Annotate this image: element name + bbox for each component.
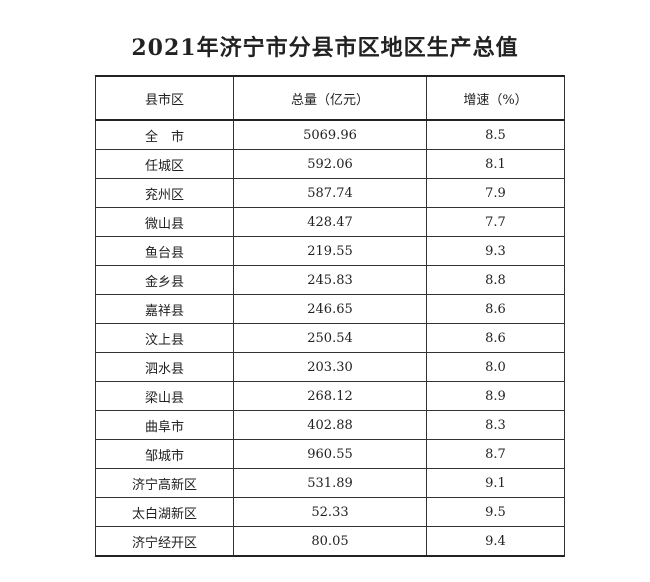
table-cell: 泗水县	[95, 352, 234, 382]
table-cell: 济宁经开区	[95, 526, 234, 557]
table-header: 县市区 总量（亿元） 增速（%）	[95, 75, 565, 121]
table-body: 全 市 5069.96 8.5 任城区 592.06 8.1 兖州区 587.74 7.9 微山县…	[95, 119, 565, 557]
table-cell: 402.88	[233, 410, 427, 440]
table-cell: 268.12	[233, 381, 427, 411]
table-cell: 8.7	[426, 439, 565, 469]
table-cell: 428.47	[233, 207, 427, 237]
table-cell: 9.1	[426, 468, 565, 498]
table-row: 嘉祥县 246.65 8.6	[95, 294, 565, 324]
table-cell: 汶上县	[95, 323, 234, 353]
table-cell: 9.4	[426, 526, 565, 557]
table-cell: 246.65	[233, 294, 427, 324]
table-cell: 9.3	[426, 236, 565, 266]
table-cell: 80.05	[233, 526, 427, 557]
table-cell: 梁山县	[95, 381, 234, 411]
table-row: 任城区 592.06 8.1	[95, 149, 565, 179]
table-cell: 嘉祥县	[95, 294, 234, 324]
table-cell: 592.06	[233, 149, 427, 179]
table-cell: 鱼台县	[95, 236, 234, 266]
table-row: 梁山县 268.12 8.9	[95, 381, 565, 411]
header-row: 县市区 总量（亿元） 增速（%）	[95, 75, 565, 121]
table-cell: 金乡县	[95, 265, 234, 295]
table-row: 邹城市 960.55 8.7	[95, 439, 565, 469]
gdp-table: 县市区 总量（亿元） 增速（%） 全 市 5069.96 8.5 任城区 592.06 8.1…	[95, 75, 565, 557]
table-cell: 960.55	[233, 439, 427, 469]
table-cell: 任城区	[95, 149, 234, 179]
table-cell: 52.33	[233, 497, 427, 527]
table-cell: 587.74	[233, 178, 427, 208]
table-cell: 8.6	[426, 323, 565, 353]
table-cell: 250.54	[233, 323, 427, 353]
title: 2021年济宁市分县市区地区生产总值	[131, 35, 519, 61]
header-cell: 增速（%）	[426, 75, 565, 121]
table-cell: 8.1	[426, 149, 565, 179]
table-row: 济宁经开区 80.05 9.4	[95, 526, 565, 557]
table-cell: 9.5	[426, 497, 565, 527]
table-cell: 531.89	[233, 468, 427, 498]
table-cell: 全 市	[95, 119, 234, 150]
table-row: 曲阜市 402.88 8.3	[95, 410, 565, 440]
table-cell: 曲阜市	[95, 410, 234, 440]
table-cell: 8.8	[426, 265, 565, 295]
table-cell: 8.9	[426, 381, 565, 411]
table-cell: 8.0	[426, 352, 565, 382]
table-row: 太白湖新区 52.33 9.5	[95, 497, 565, 527]
table-row: 兖州区 587.74 7.9	[95, 178, 565, 208]
table-cell: 5069.96	[233, 119, 427, 150]
header-cell: 总量（亿元）	[233, 75, 427, 121]
table-cell: 兖州区	[95, 178, 234, 208]
table-row: 泗水县 203.30 8.0	[95, 352, 565, 382]
table-row: 金乡县 245.83 8.8	[95, 265, 565, 295]
table-cell: 7.9	[426, 178, 565, 208]
table-cell: 8.5	[426, 119, 565, 150]
table-cell: 邹城市	[95, 439, 234, 469]
table-cell: 245.83	[233, 265, 427, 295]
table-cell: 济宁高新区	[95, 468, 234, 498]
table-cell: 太白湖新区	[95, 497, 234, 527]
table-row: 鱼台县 219.55 9.3	[95, 236, 565, 266]
table-cell: 219.55	[233, 236, 427, 266]
table-cell: 203.30	[233, 352, 427, 382]
table-row: 全 市 5069.96 8.5	[95, 119, 565, 150]
table-cell: 8.6	[426, 294, 565, 324]
header-cell: 县市区	[95, 75, 234, 121]
table-row: 汶上县 250.54 8.6	[95, 323, 565, 353]
table-cell: 微山县	[95, 207, 234, 237]
table-cell: 7.7	[426, 207, 565, 237]
table-cell: 8.3	[426, 410, 565, 440]
table-row: 微山县 428.47 7.7	[95, 207, 565, 237]
table-row: 济宁高新区 531.89 9.1	[95, 468, 565, 498]
